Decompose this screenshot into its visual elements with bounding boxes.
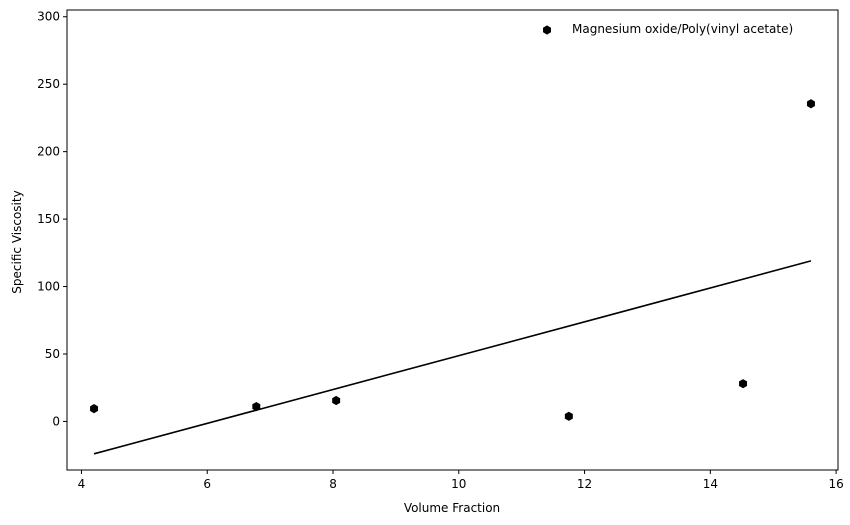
x-axis-label: Volume Fraction — [404, 501, 500, 515]
data-point — [252, 402, 261, 412]
x-tick-label: 8 — [329, 477, 337, 491]
fit-lines — [93, 260, 812, 455]
x-tick-label: 6 — [203, 477, 211, 491]
y-tick-label: 150 — [37, 212, 60, 226]
data-point — [90, 404, 99, 414]
data-point — [332, 395, 341, 406]
y-tick-label: 250 — [37, 77, 60, 91]
y-axis-label: Specific Viscosity — [10, 190, 24, 293]
y-tick-label: 200 — [37, 145, 60, 159]
x-axis-ticks: 4 6 8 10 12 14 16 — [78, 470, 844, 491]
x-tick-label: 4 — [78, 477, 86, 491]
data-point — [564, 411, 573, 421]
y-axis-ticks: 0 50 100 150 200 250 300 — [37, 10, 67, 428]
legend-marker-hexagon — [543, 25, 551, 35]
data-points — [90, 99, 815, 421]
plot-area — [66, 9, 839, 471]
y-tick-label: 300 — [37, 10, 60, 24]
x-tick-label: 16 — [828, 477, 843, 491]
y-tick-label: 100 — [37, 280, 60, 294]
data-point — [806, 99, 815, 109]
x-tick-label: 12 — [577, 477, 592, 491]
y-tick-label: 0 — [52, 414, 60, 428]
legend-label: Magnesium oxide/Poly(vinyl acetate) — [572, 22, 793, 36]
legend: Magnesium oxide/Poly(vinyl acetate) — [543, 22, 793, 36]
y-tick-label: 50 — [45, 347, 60, 361]
x-tick-label: 14 — [703, 477, 718, 491]
data-point — [739, 379, 748, 389]
fit-line — [93, 260, 812, 455]
x-tick-label: 10 — [451, 477, 466, 491]
